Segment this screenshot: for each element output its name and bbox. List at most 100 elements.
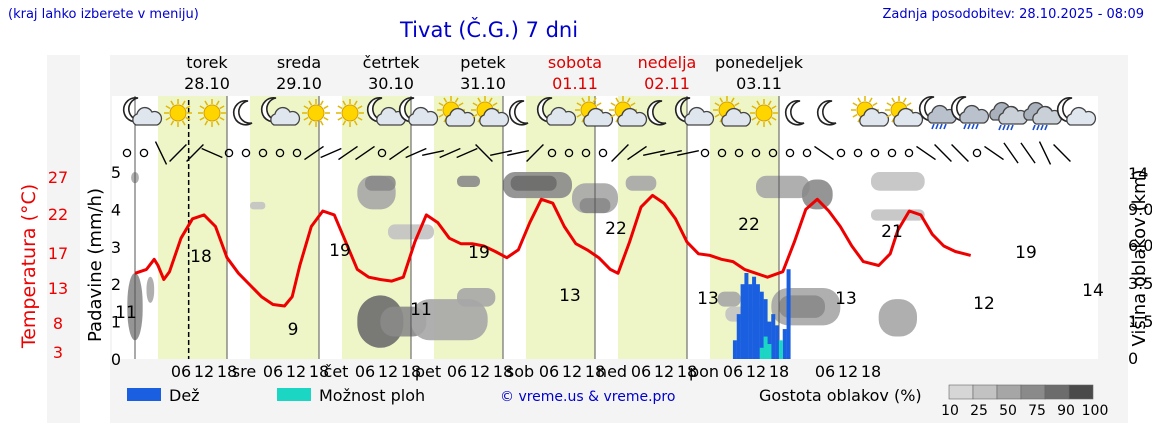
daylight-band [526, 96, 595, 359]
precip-tick-label: 4 [111, 200, 121, 219]
cloud-density-tick: 100 [1082, 403, 1109, 419]
sun-cloud-icon [885, 96, 924, 127]
temp-extreme-label: 11 [410, 300, 432, 320]
last-update: Zadnja posodobitev: 28.10.2025 - 08:09 [882, 7, 1144, 22]
temp-tick-label: 3 [53, 343, 63, 362]
calm-wind-marker [887, 148, 897, 158]
x-tick-label: 18 [861, 362, 881, 381]
day-date: 29.10 [276, 74, 322, 93]
wind-barb [627, 145, 647, 161]
wind-barb [660, 150, 682, 156]
cloud-icon [859, 107, 890, 127]
day-date: 31.10 [460, 74, 506, 93]
moon-icon [508, 99, 529, 126]
cloud-patch [365, 175, 396, 191]
calm-wind-marker [377, 148, 387, 158]
temp-tick-label: 8 [53, 314, 63, 333]
wind-barb [643, 150, 665, 156]
wind-barb [201, 147, 223, 159]
temp-extreme-label: 13 [835, 289, 857, 309]
rain-drop [1032, 124, 1036, 131]
calm-wind-marker [717, 148, 727, 158]
wind-barb [355, 145, 375, 161]
calm-wind-marker [853, 148, 863, 158]
rain-bar [744, 272, 749, 359]
moon-icon [816, 99, 837, 126]
x-tick-label: 12 [378, 362, 398, 381]
shower-swatch [277, 388, 311, 401]
cloud-icon [893, 107, 924, 127]
wind-barb [951, 144, 969, 162]
cloud-height-tick-label: 9.0 [1128, 200, 1152, 219]
temp-extreme-label: 13 [697, 289, 719, 309]
moon-icon [508, 99, 529, 126]
wind-barb [422, 150, 444, 156]
rain-bar [786, 269, 791, 359]
x-tick-label: 18 [217, 362, 237, 381]
rain-legend-label: Dež [169, 386, 200, 405]
day-date: 30.10 [368, 74, 414, 93]
x-day-label: čet [324, 362, 349, 381]
temperature-line [134, 193, 972, 308]
temp-extreme-label: 11 [115, 303, 137, 323]
wind-barb [1020, 142, 1036, 164]
rain-bar [771, 314, 776, 359]
temp-tick-label: 22 [48, 205, 68, 224]
sun-icon [198, 99, 226, 127]
temp-extreme-label: 9 [288, 320, 299, 340]
temp-tick-label: 27 [48, 168, 68, 187]
temp-extreme-label: 21 [881, 222, 903, 242]
x-tick-label: 18 [401, 362, 421, 381]
moon-cloud-icon [674, 96, 715, 126]
x-tick-label: 06 [723, 362, 743, 381]
moon-cloud-icon [536, 96, 577, 126]
calm-wind-marker [547, 148, 557, 158]
x-tick-label: 12 [654, 362, 674, 381]
sun-icon [336, 99, 364, 127]
cloud-height-tick-label: 14 [1128, 164, 1148, 183]
wind-barb [1038, 141, 1052, 165]
wind-barb [934, 144, 952, 162]
cloud-density-swatch [972, 384, 998, 400]
cloud-density-swatch [1020, 384, 1046, 400]
cloud-density-tick: 90 [1057, 403, 1075, 419]
rain-bar [748, 284, 753, 359]
sun-cloud-icon [851, 96, 890, 127]
precip-tick-label: 3 [111, 238, 121, 257]
wind-barb [814, 145, 834, 161]
cloud-patch [510, 175, 557, 191]
day-date: 03.11 [736, 74, 782, 93]
moon-cloud-icon [1056, 96, 1097, 126]
wind-barb [677, 150, 699, 156]
temp-tick-label: 13 [48, 279, 68, 298]
rain-bar [732, 340, 737, 359]
moon-icon [784, 99, 805, 126]
wind-barb [475, 144, 493, 162]
moon-icon [232, 99, 253, 126]
moon-icon [232, 99, 253, 126]
wind-barb [456, 147, 478, 159]
x-tick-label: 06 [631, 362, 651, 381]
shower-bar [778, 340, 783, 359]
rain-drop [1044, 124, 1048, 131]
temp-tick-label: 17 [48, 244, 68, 263]
wind-barb [507, 150, 529, 156]
x-tick-label: 18 [309, 362, 329, 381]
x-tick-label: 18 [677, 362, 697, 381]
temp-extreme-label: 13 [559, 286, 581, 306]
cloud-density-tick: 50 [999, 403, 1017, 419]
daylight-band [618, 96, 687, 359]
day-name: petek [460, 53, 506, 72]
calm-wind-marker [734, 148, 744, 158]
cloud-icon [959, 104, 990, 124]
wind-barb [611, 144, 629, 162]
cloud-density-tick: 10 [941, 403, 959, 419]
x-tick-label: 06 [815, 362, 835, 381]
rain-drop [963, 123, 967, 130]
cloud-patch [250, 201, 266, 210]
day-name: torek [186, 53, 228, 72]
sun-cloud-icon [713, 96, 752, 127]
sun-cloud-icon [437, 96, 476, 127]
moon-icon [646, 99, 667, 126]
